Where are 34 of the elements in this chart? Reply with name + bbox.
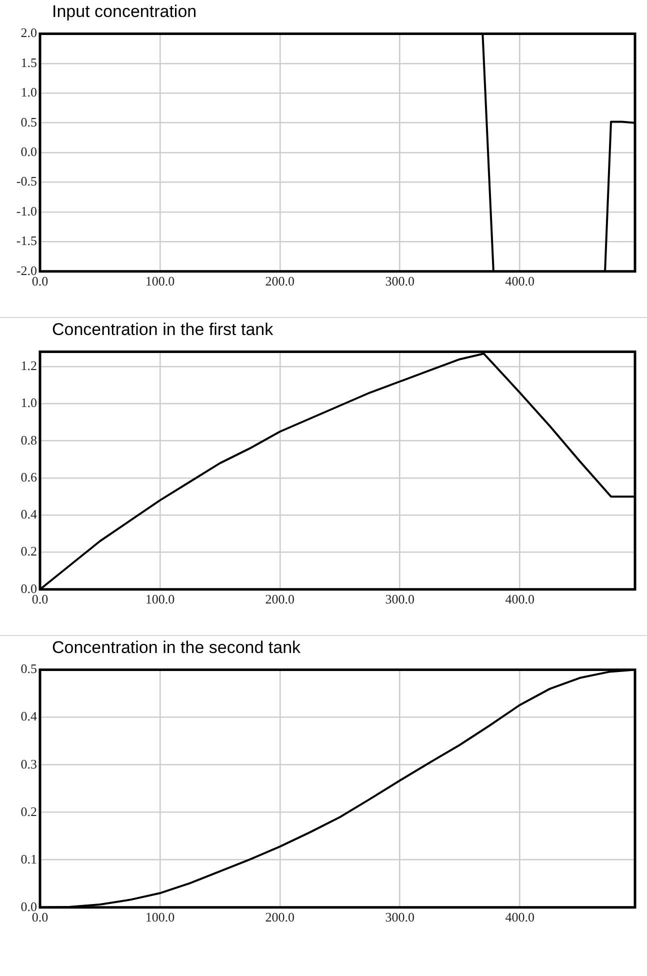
x-tick-label: 200.0 [265, 910, 295, 925]
y-tick-label: 0.5 [20, 661, 37, 676]
y-tick-label: 1.2 [20, 358, 37, 374]
x-tick-label: 200.0 [265, 592, 295, 607]
y-tick-label: 0.4 [20, 708, 38, 724]
x-tick-label: 400.0 [505, 910, 534, 925]
y-tick-label: -0.5 [16, 174, 37, 189]
x-tick-label: 100.0 [145, 910, 175, 925]
y-tick-label: 2.0 [20, 25, 37, 40]
y-tick-label: -1.5 [16, 233, 37, 248]
y-tick-label: 1.0 [20, 84, 37, 100]
y-tick-label: 0.6 [20, 469, 38, 484]
x-tick-label: 300.0 [385, 592, 415, 607]
y-tick-label: 0.8 [20, 432, 37, 448]
y-tick-label: 1.0 [20, 395, 37, 410]
y-tick-label: 0.1 [20, 851, 37, 866]
x-tick-label: 300.0 [385, 910, 415, 925]
x-tick-label: 100.0 [145, 592, 175, 607]
y-tick-label: 1.5 [20, 54, 37, 70]
chart-title: Concentration in the first tank [51, 319, 274, 341]
y-tick-label: 0.3 [20, 756, 37, 772]
x-tick-label: 400.0 [505, 274, 534, 289]
chart-title: Concentration in the second tank [51, 637, 302, 659]
y-tick-label: 0.4 [20, 506, 38, 522]
chart-title: Input concentration [51, 1, 198, 23]
x-tick-label: 300.0 [385, 274, 415, 289]
x-tick-label: 100.0 [145, 274, 175, 289]
y-tick-label: -1.0 [16, 203, 37, 218]
y-tick-label: 0.5 [20, 114, 37, 130]
x-tick-label: 200.0 [265, 274, 295, 289]
y-tick-label: 0.2 [20, 804, 37, 819]
y-tick-label: 0.0 [20, 144, 37, 160]
x-tick-label: 400.0 [505, 592, 534, 607]
y-tick-label: 0.2 [20, 544, 37, 559]
